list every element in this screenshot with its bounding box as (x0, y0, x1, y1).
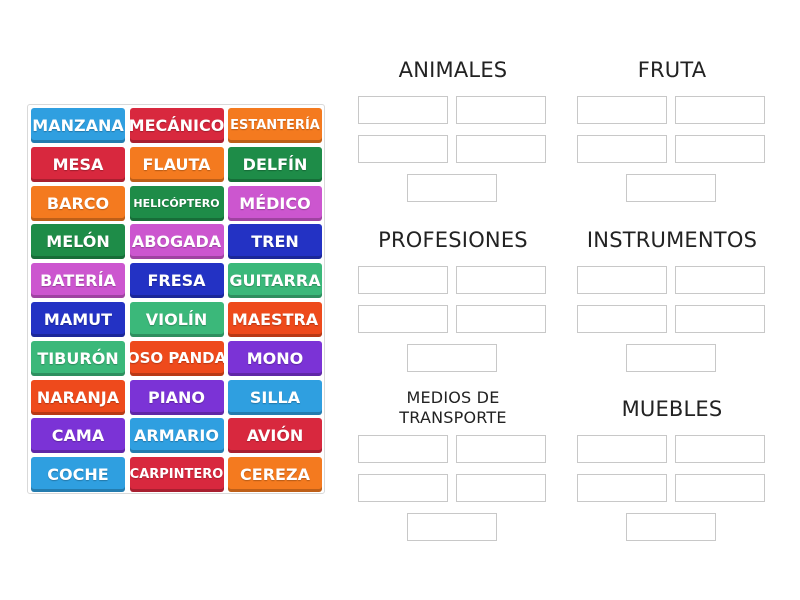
word-tile[interactable]: OSO PANDA (129, 340, 224, 376)
drop-slot[interactable] (626, 344, 716, 372)
word-tile[interactable]: PIANO (129, 379, 224, 415)
drop-slot[interactable] (577, 474, 667, 502)
word-tile[interactable]: MONO (228, 340, 322, 376)
word-tile[interactable]: TIBURÓN (31, 340, 125, 376)
drop-slot[interactable] (626, 174, 716, 202)
drop-slot[interactable] (675, 305, 765, 333)
drop-slot[interactable] (577, 96, 667, 124)
word-tile[interactable]: AVIÓN (228, 418, 322, 454)
word-tile[interactable]: ESTANTERÍA (228, 108, 322, 143)
drop-slot[interactable] (407, 513, 497, 541)
drop-slot[interactable] (577, 266, 667, 294)
drop-slot[interactable] (675, 135, 765, 163)
drop-slot[interactable] (358, 135, 448, 163)
drop-slot[interactable] (456, 474, 546, 502)
word-tile[interactable]: MELÓN (31, 224, 125, 260)
word-tile[interactable]: ABOGADA (129, 224, 224, 260)
word-tile[interactable]: FRESA (129, 263, 224, 299)
drop-slot[interactable] (577, 305, 667, 333)
drop-slot[interactable] (456, 266, 546, 294)
drop-slot[interactable] (358, 266, 448, 294)
tile-bank: MANZANA MECÁNICO ESTANTERÍA MESA FLAUTA DELFÍ… (27, 104, 325, 494)
word-tile[interactable]: MAMUT (31, 302, 125, 337)
word-tile[interactable]: ARMARIO (129, 418, 224, 454)
word-tile[interactable]: BATERÍA (31, 263, 125, 299)
group-title: FRUTA (637, 58, 707, 82)
word-tile[interactable]: COCHE (31, 457, 125, 493)
drop-slot[interactable] (577, 435, 667, 463)
group-title: PROFESIONES (378, 228, 528, 252)
drop-slot[interactable] (675, 435, 765, 463)
word-tile[interactable]: MAESTRA (228, 302, 322, 337)
word-tile[interactable]: GUITARRA (228, 263, 322, 299)
word-tile[interactable]: VIOLÍN (129, 302, 224, 337)
word-tile[interactable]: CARPINTERO (129, 457, 224, 493)
drop-slot[interactable] (456, 305, 546, 333)
word-tile[interactable]: CEREZA (228, 457, 322, 493)
drop-slot[interactable] (675, 96, 765, 124)
drop-slot[interactable] (407, 174, 497, 202)
word-tile[interactable]: NARANJA (31, 379, 125, 415)
drop-slot[interactable] (358, 96, 448, 124)
word-tile[interactable]: CAMA (31, 418, 125, 454)
drop-slot[interactable] (358, 435, 448, 463)
word-tile[interactable]: HELICÓPTERO (129, 185, 224, 221)
word-tile[interactable]: MESA (31, 146, 125, 182)
drop-slot[interactable] (577, 135, 667, 163)
group-title: MUEBLES (621, 397, 723, 421)
group-title: MEDIOS DE TRANSPORTE (399, 388, 507, 427)
drop-slot[interactable] (456, 135, 546, 163)
word-tile[interactable]: SILLA (228, 379, 322, 415)
word-tile[interactable]: TREN (228, 224, 322, 260)
group-title: ANIMALES (398, 58, 508, 82)
drop-slot[interactable] (358, 305, 448, 333)
drop-slot[interactable] (675, 474, 765, 502)
word-tile[interactable]: FLAUTA (129, 146, 224, 182)
word-tile[interactable]: MECÁNICO (129, 108, 224, 143)
drop-slot[interactable] (456, 435, 546, 463)
word-tile[interactable]: BARCO (31, 185, 125, 221)
drop-slot[interactable] (407, 344, 497, 372)
drop-slot[interactable] (626, 513, 716, 541)
group-title: INSTRUMENTOS (586, 228, 758, 252)
drop-slot[interactable] (456, 96, 546, 124)
word-tile[interactable]: MÉDICO (228, 185, 322, 221)
word-tile[interactable]: MANZANA (31, 108, 125, 143)
drop-slot[interactable] (675, 266, 765, 294)
word-tile[interactable]: DELFÍN (228, 146, 322, 182)
drop-slot[interactable] (358, 474, 448, 502)
